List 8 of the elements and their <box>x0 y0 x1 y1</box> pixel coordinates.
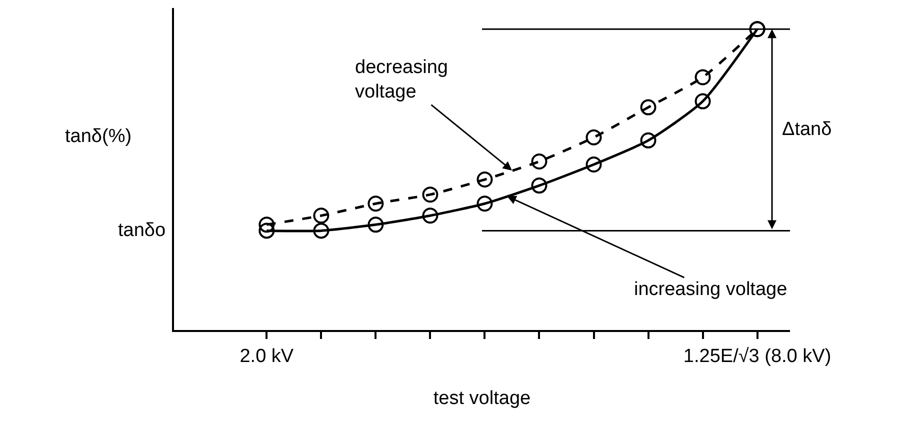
annotation: increasing voltage <box>634 279 788 300</box>
ref-line-label: tanδo <box>118 220 166 241</box>
annotation: Δtanδ <box>782 119 832 140</box>
x-tick-label: 2.0 kV <box>240 346 294 367</box>
x-axis-title: test voltage <box>433 388 531 410</box>
x-tick-label: 1.25E/√3 (8.0 kV) <box>683 346 832 367</box>
text: tanδ(%) <box>65 126 132 147</box>
annotation: decreasing voltage <box>355 57 448 103</box>
